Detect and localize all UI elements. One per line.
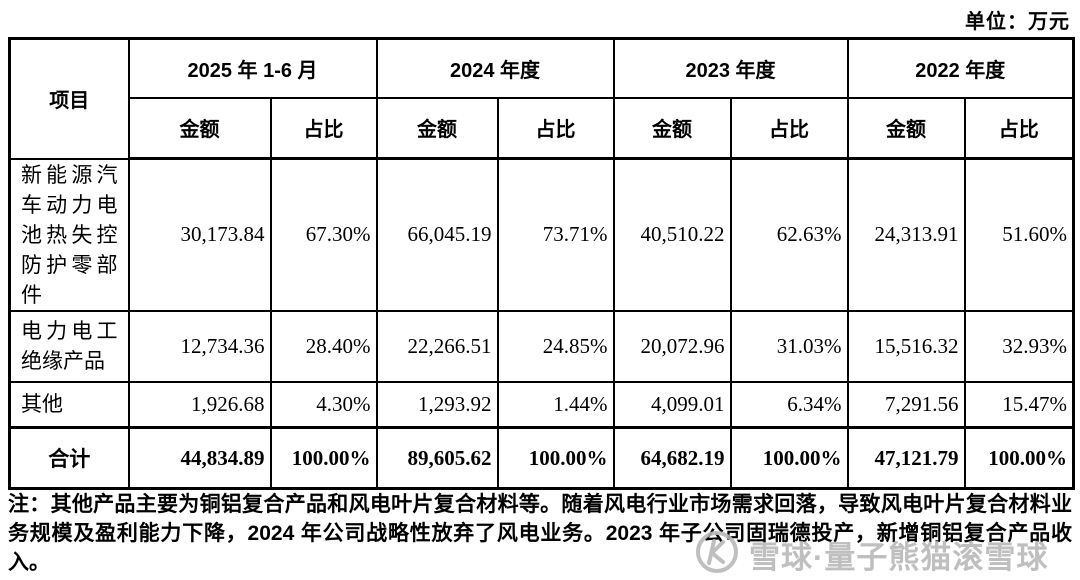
ratio-cell: 24.85% — [496, 309, 615, 383]
amount-cell: 40,510.22 — [612, 157, 732, 312]
ratio-cell: 32.93% — [963, 309, 1075, 383]
period-header-2024: 2024 年度 — [375, 37, 615, 99]
ratio-cell: 15.47% — [963, 380, 1075, 429]
ratio-cell: 51.60% — [963, 157, 1075, 312]
table-row-battery-protection: 新能源汽车动力电池热失控防护零部件 30,173.84 67.30% 66,04… — [8, 157, 1075, 312]
amount-header: 金额 — [846, 96, 966, 160]
ratio-cell: 1.44% — [496, 380, 615, 429]
header-row-periods: 项目 2025 年 1-6 月 2024 年度 2023 年度 2022 年度 — [8, 37, 1075, 160]
table-row-insulation-products: 电力电工绝缘产品 12,734.36 28.40% 22,266.51 24.8… — [8, 309, 1075, 383]
amount-cell: 20,072.96 — [612, 309, 732, 383]
amount-cell: 66,045.19 — [375, 157, 499, 312]
amount-cell: 4,099.01 — [612, 380, 732, 429]
ratio-cell: 73.71% — [496, 157, 615, 312]
amount-cell: 1,926.68 — [127, 380, 272, 429]
table-row-others: 其他 1,926.68 4.30% 1,293.92 1.44% 4,099.0… — [8, 380, 1075, 429]
period-header-2023: 2023 年度 — [612, 37, 849, 99]
footnote: 注：其他产品主要为铜铝复合产品和风电叶片复合材料等。随着风电行业市场需求回落，导… — [8, 493, 1072, 574]
amount-cell: 1,293.92 — [375, 380, 499, 429]
ratio-cell: 4.30% — [269, 380, 378, 429]
amount-cell: 7,291.56 — [846, 380, 966, 429]
amount-header: 金额 — [612, 96, 732, 160]
table-row-total: 合计 44,834.89 100.00% 89,605.62 100.00% 6… — [8, 426, 1075, 490]
item-header-cell: 项目 — [8, 37, 130, 160]
amount-cell: 44,834.89 — [127, 426, 272, 490]
amount-header: 金额 — [375, 96, 499, 160]
ratio-cell: 67.30% — [269, 157, 378, 312]
ratio-header: 占比 — [963, 96, 1075, 160]
amount-cell: 15,516.32 — [846, 309, 966, 383]
amount-header: 金额 — [127, 96, 272, 160]
ratio-cell: 100.00% — [496, 426, 615, 490]
revenue-breakdown-table: 项目 2025 年 1-6 月 2024 年度 2023 年度 2022 年度 … — [8, 37, 1076, 490]
amount-cell: 22,266.51 — [375, 309, 499, 383]
ratio-cell: 62.63% — [729, 157, 849, 312]
total-label: 合计 — [8, 426, 130, 490]
ratio-cell: 28.40% — [269, 309, 378, 383]
ratio-cell: 100.00% — [963, 426, 1075, 490]
amount-cell: 47,121.79 — [846, 426, 966, 490]
row-label: 电力电工绝缘产品 — [8, 309, 130, 383]
row-label: 其他 — [8, 380, 130, 429]
row-label: 新能源汽车动力电池热失控防护零部件 — [8, 157, 130, 312]
period-header-2025h1: 2025 年 1-6 月 — [127, 37, 378, 99]
header-row-subheaders: 金额 占比 金额 占比 金额 占比 金额 占比 — [10, 96, 1075, 160]
amount-cell: 64,682.19 — [612, 426, 732, 490]
ratio-cell: 100.00% — [269, 426, 378, 490]
period-header-2022: 2022 年度 — [846, 37, 1075, 99]
ratio-cell: 6.34% — [729, 380, 849, 429]
ratio-header: 占比 — [729, 96, 849, 160]
ratio-cell: 100.00% — [729, 426, 849, 490]
ratio-header: 占比 — [269, 96, 378, 160]
amount-cell: 89,605.62 — [375, 426, 499, 490]
amount-cell: 30,173.84 — [127, 157, 272, 312]
amount-cell: 12,734.36 — [127, 309, 272, 383]
ratio-cell: 31.03% — [729, 309, 849, 383]
amount-cell: 24,313.91 — [846, 157, 966, 312]
ratio-header: 占比 — [496, 96, 615, 160]
unit-label: 单位：万元 — [965, 11, 1070, 33]
